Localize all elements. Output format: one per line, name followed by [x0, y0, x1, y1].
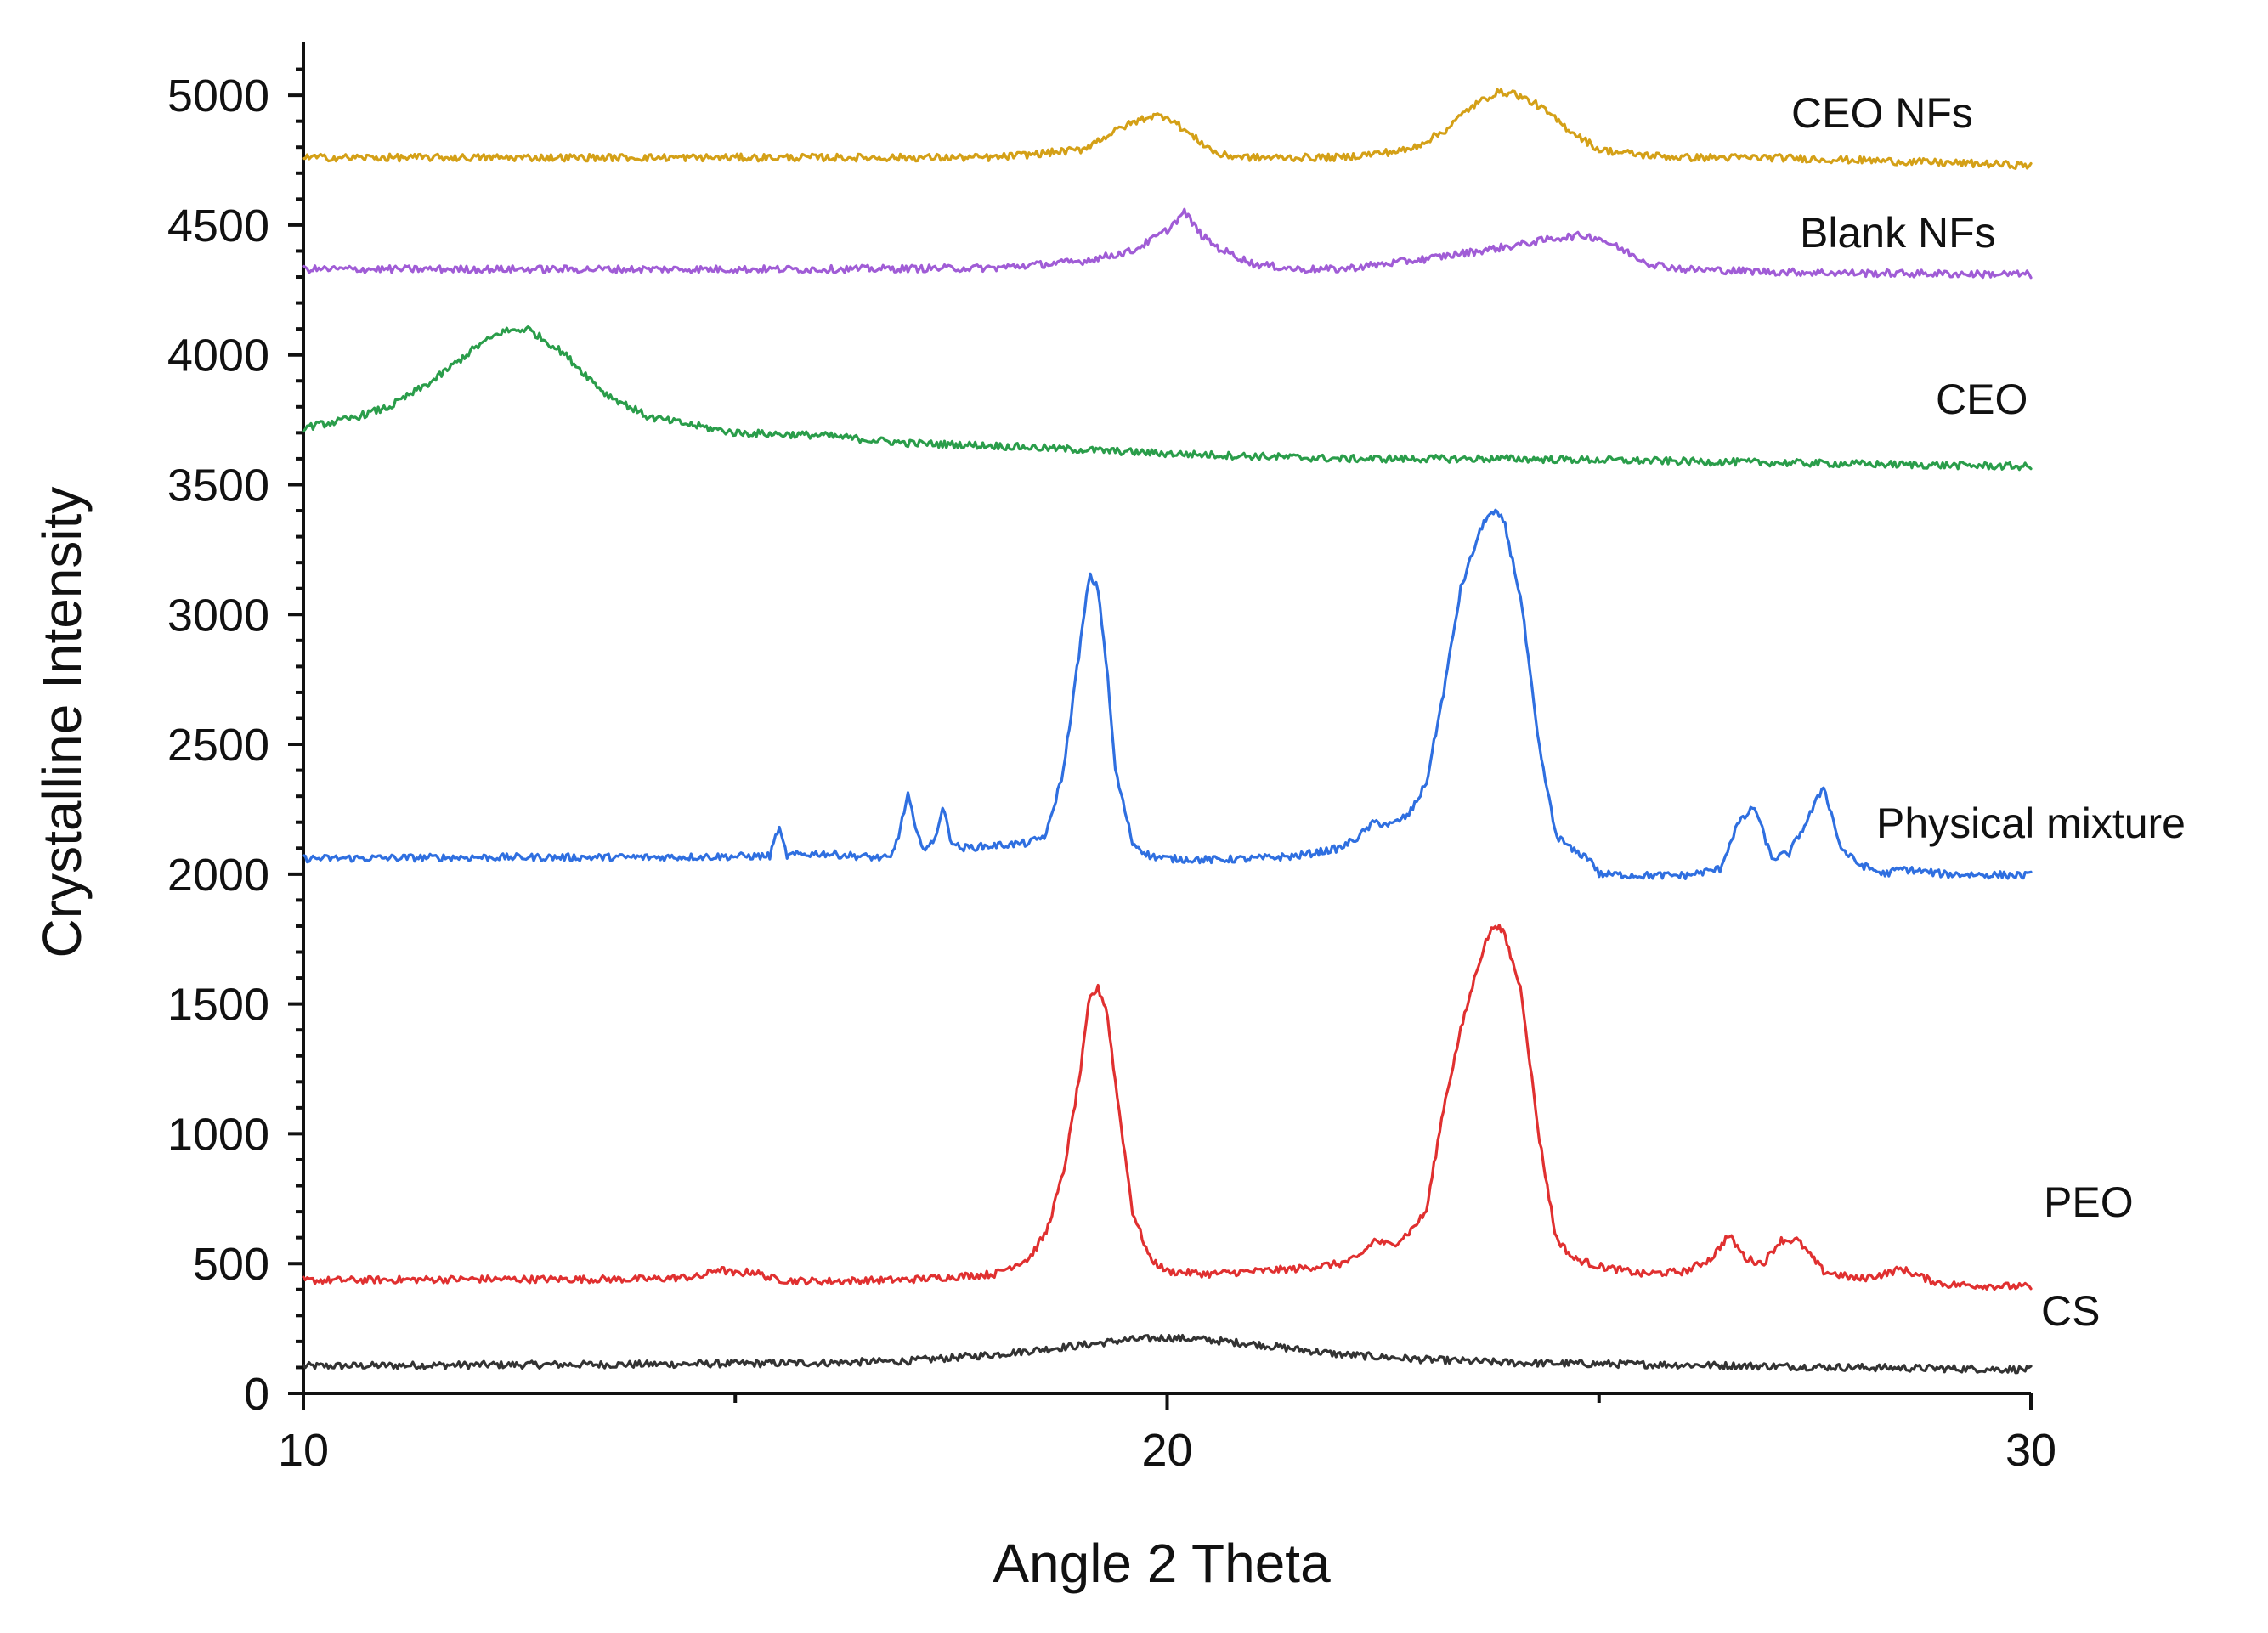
- y-tick-label: 500: [193, 1239, 269, 1290]
- series-labels: CEO NFs Blank NFs CEO Physical mixture PEO CS: [1791, 89, 2186, 1335]
- series-label-peo: PEO: [2044, 1178, 2134, 1226]
- series-label-physical-mixture: Physical mixture: [1876, 800, 2186, 847]
- series-line-ceo: [302, 325, 2033, 472]
- y-tick-label: 3500: [167, 460, 269, 511]
- series-line-ceo-nfs: [302, 88, 2033, 170]
- series-label-ceo: CEO: [1936, 376, 2028, 423]
- series-line-peo: [302, 924, 2033, 1291]
- x-axis-title: Angle 2 Theta: [993, 1533, 1331, 1594]
- series-label-blank-nfs: Blank NFs: [1800, 209, 1996, 257]
- y-tick-label: 1500: [167, 980, 269, 1031]
- y-tick-label: 2500: [167, 720, 269, 771]
- x-axis-ticks: 10 20 30: [278, 1393, 2056, 1476]
- x-tick-label: 30: [2005, 1425, 2056, 1476]
- x-tick-label: 20: [1141, 1425, 1192, 1476]
- series-line-blank-nfs: [302, 207, 2033, 280]
- series-label-cs: CS: [2041, 1287, 2100, 1335]
- series-lines: [302, 88, 2033, 1375]
- y-tick-label: 4500: [167, 201, 269, 251]
- series-label-ceo-nfs: CEO NFs: [1791, 89, 1973, 137]
- y-tick-label: 3000: [167, 590, 269, 641]
- y-axis-ticks: 0 500 1000 1500 2000 2500 3000 3500 4000 4500 5000: [167, 67, 303, 1420]
- x-tick-label: 10: [278, 1425, 329, 1476]
- y-tick-label: 2000: [167, 850, 269, 901]
- y-tick-label: 4000: [167, 331, 269, 381]
- y-tick-label: 5000: [167, 71, 269, 121]
- y-tick-label: 0: [244, 1369, 269, 1420]
- y-tick-label: 1000: [167, 1109, 269, 1160]
- series-line-physical-mixture: [302, 508, 2033, 880]
- series-line-cs: [302, 1333, 2033, 1375]
- y-axis-title: Crystalline Intensity: [31, 487, 93, 958]
